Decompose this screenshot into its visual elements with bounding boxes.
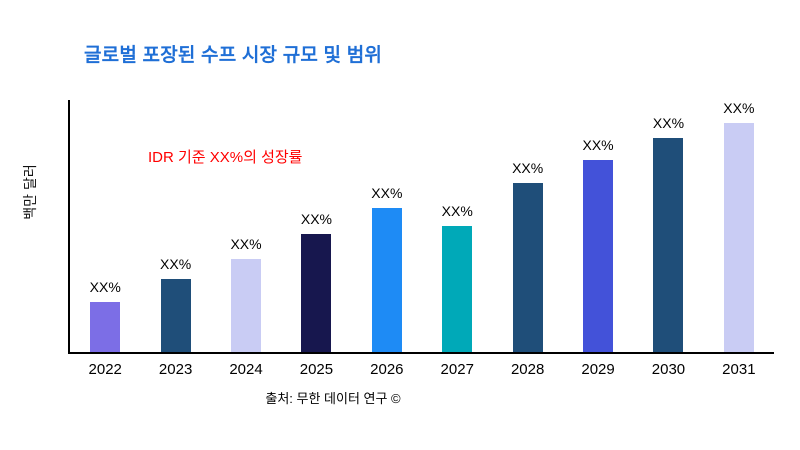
x-tick-label: 2024 [229,361,263,378]
x-tick-label: 2031 [722,361,756,378]
bar [90,301,121,352]
bar [160,278,191,352]
bar-value-label: XX% [300,210,332,227]
bar-group: XX% 2030 [633,100,703,378]
bar-group: XX% 2022 [70,100,140,378]
bar-value-label: XX% [512,160,544,177]
bar-value-label: XX% [652,114,685,131]
bar [442,226,473,352]
bar-value-label: XX% [723,100,755,116]
bar [301,233,332,352]
growth-annotation: IDR 기준 XX%의 성장률 [148,149,303,166]
bar-group: XX% 2025 [281,100,351,378]
bar [723,123,754,352]
x-tick-label: 2030 [651,361,686,378]
x-tick-label: 2022 [88,361,122,378]
bar-value-label: XX% [371,185,403,202]
bar [371,208,402,352]
plot-area: XX% 2022 XX% 2023 XX% 2024 XX% 2025 XX% 2026 XX% 20… [68,100,774,378]
bar-group: XX% 2026 [352,100,422,378]
bar-group: XX% 2028 [492,100,562,378]
x-tick-label: 2025 [299,361,334,378]
bar [583,160,614,352]
x-tick-label: 2023 [158,361,193,378]
bar-group: XX% 2024 [211,100,281,378]
bar [512,183,543,352]
bar-value-label: XX% [160,255,192,272]
x-tick-label: 2028 [510,361,545,378]
bar-value-label: XX% [230,235,262,252]
bar-group: XX% 2031 [704,100,774,378]
bar-value-label: XX% [441,203,473,219]
x-tick-label: 2027 [440,361,474,378]
chart-title: 글로벌 포장된 수프 시장 규모 및 범위 [84,45,383,66]
bar [653,137,684,352]
bar-group: XX% 2029 [563,100,633,378]
y-axis-label: 백만 달러 [22,164,38,220]
source-text: 출처: 무한 데이터 연구 © [265,391,401,406]
x-tick-label: 2029 [581,361,615,378]
bar-value-label: XX% [582,137,614,154]
bar-value-label: XX% [89,278,121,295]
bar-group: XX% 2027 [422,100,492,378]
bar-group: XX% 2023 [140,100,210,378]
bar [231,258,262,352]
bars: XX% 2022 XX% 2023 XX% 2024 XX% 2025 XX% 2026 XX% 20… [70,100,774,378]
x-tick-label: 2026 [370,361,404,378]
